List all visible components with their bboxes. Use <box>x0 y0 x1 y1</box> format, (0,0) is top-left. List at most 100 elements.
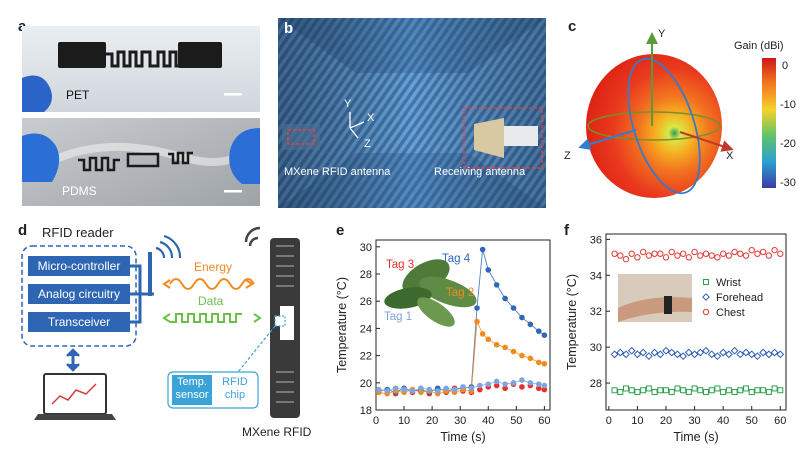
data-point <box>657 250 664 257</box>
data-point <box>611 250 618 257</box>
data-point <box>628 250 635 257</box>
legend-marker <box>703 279 709 285</box>
y-tick-label: 28 <box>590 378 602 390</box>
data-point <box>679 352 688 361</box>
data-point <box>742 252 750 259</box>
x-tick-label: 30 <box>454 415 466 427</box>
data-point <box>651 389 658 396</box>
data-point <box>720 389 727 396</box>
colorbar-tick-2: -20 <box>780 138 796 150</box>
x-tick-label: 60 <box>774 415 786 427</box>
legend-label: Wrist <box>716 277 741 289</box>
data-point <box>443 385 449 392</box>
data-point <box>748 389 755 396</box>
data-point <box>691 248 698 256</box>
data-point <box>527 355 534 362</box>
temp-sensor-line1: Temp. <box>177 376 207 388</box>
data-point <box>392 385 399 392</box>
data-point <box>502 295 508 302</box>
pet-label: PET <box>66 88 90 102</box>
data-point <box>477 382 483 389</box>
data-point <box>479 246 486 253</box>
leaf <box>417 297 455 327</box>
data-point <box>384 388 391 394</box>
x-tick-label: 40 <box>717 415 729 427</box>
panel-letter-b: b <box>284 20 294 37</box>
data-point <box>640 387 647 394</box>
panel-a: a PET PDMS <box>18 18 263 208</box>
data-point <box>485 336 492 343</box>
data-point <box>696 348 705 357</box>
data-point <box>777 387 784 394</box>
temp-sensor-line2: sensor <box>175 389 209 401</box>
chamber-axis-x: X <box>367 112 375 124</box>
y-tick-label: 20 <box>360 378 372 390</box>
data-point <box>502 381 508 387</box>
data-point <box>771 385 778 392</box>
sphere-axis-x: X <box>726 150 734 162</box>
y-tick-label: 26 <box>360 296 372 308</box>
plot-frame <box>605 233 787 411</box>
data-point <box>667 348 676 357</box>
data-point <box>691 385 698 392</box>
data-point <box>737 387 744 394</box>
rfid-system-diagram <box>21 226 300 420</box>
data-point <box>663 387 669 394</box>
panel-f: f 0 10 20 30 40 50 60 28 30 32 34 36 Time (s) Tempera… <box>564 222 804 450</box>
y-tick-label: 30 <box>590 342 602 354</box>
data-point <box>434 388 441 394</box>
data-point <box>535 385 542 392</box>
data-point <box>479 331 486 337</box>
data-point <box>610 350 619 359</box>
x-tick-label: 10 <box>631 415 643 427</box>
wrist-band <box>664 296 672 314</box>
data-point <box>754 387 761 394</box>
x-tick-label: 50 <box>510 415 522 427</box>
data-point <box>725 387 732 394</box>
data-point <box>645 252 653 259</box>
data-point <box>510 348 517 355</box>
data-point <box>639 248 647 256</box>
colorbar-title: Gain (dBi) <box>734 40 784 52</box>
data-point <box>502 344 508 351</box>
data-point <box>697 387 704 394</box>
colorbar-tick-3: -30 <box>780 177 796 189</box>
data-point <box>622 350 630 359</box>
y-tick-label: 28 <box>360 269 372 281</box>
data-point <box>535 328 542 334</box>
x-tick-label: 40 <box>482 415 494 427</box>
data-point <box>777 250 784 257</box>
sphere-axis-z: Z <box>564 150 571 162</box>
chamber-axis-z: Z <box>364 138 371 150</box>
data-point <box>510 305 517 311</box>
block-micro-controller: Micro-controller <box>37 259 121 273</box>
data-point <box>668 389 675 396</box>
data-point <box>616 348 625 357</box>
data-point <box>753 352 762 361</box>
data-point <box>628 387 635 394</box>
data-point <box>611 387 618 394</box>
data-point <box>617 389 624 396</box>
data-point <box>662 254 670 261</box>
x-tick-label: 30 <box>688 415 700 427</box>
data-point <box>460 384 466 390</box>
mxene-antenna-caption: MXene RFID antenna <box>284 166 391 178</box>
data-point <box>685 254 693 261</box>
data-point <box>708 252 715 259</box>
data-point <box>519 352 525 359</box>
data-point <box>622 255 630 263</box>
panel-c: c <box>556 18 806 208</box>
wrist-inset <box>618 274 692 322</box>
data-point <box>535 359 542 366</box>
data-point <box>679 250 687 257</box>
data-point <box>724 350 733 359</box>
data-point <box>674 385 681 392</box>
data-point <box>634 389 641 396</box>
y-tick-label: 18 <box>360 405 372 417</box>
series-label: Tag 3 <box>386 259 414 271</box>
data-point <box>644 352 653 361</box>
data-point <box>662 346 670 355</box>
data-point <box>493 282 500 288</box>
data-point <box>401 386 407 393</box>
panel-b: b Y X Z MXene RFID antenna Receiving ant… <box>278 18 546 208</box>
